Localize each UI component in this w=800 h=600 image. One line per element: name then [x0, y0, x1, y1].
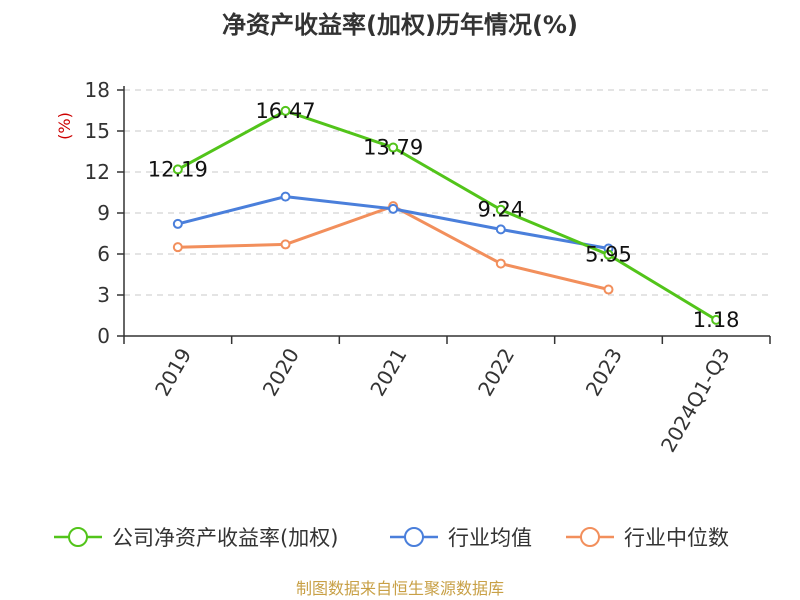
x-tick-label: 2024Q1-Q3	[656, 344, 735, 456]
legend-item-2[interactable]: 行业中位数	[566, 526, 729, 550]
data-point[interactable]	[495, 204, 506, 215]
x-tick-label: 2021	[365, 344, 411, 400]
x-tick-label: 2023	[581, 344, 627, 400]
legend-marker	[580, 527, 600, 547]
gridlines	[124, 89, 770, 296]
axes: 0 3 6 9 12 15 18 2019 2020 2021 2022 2023 2024Q1-Q3	[85, 78, 771, 456]
series-line	[177, 204, 609, 291]
data-point[interactable]	[280, 191, 291, 202]
series-line	[177, 109, 717, 322]
x-tick-label: 2022	[473, 344, 519, 400]
data-point[interactable]	[603, 249, 614, 260]
data-point[interactable]	[388, 142, 399, 153]
x-tick-label: 2019	[150, 344, 196, 400]
legend-label: 行业均值	[448, 526, 532, 550]
series-layer	[172, 105, 722, 325]
data-point[interactable]	[280, 239, 291, 250]
data-label: 12.19	[148, 157, 208, 181]
y-tick-label: 0	[97, 324, 110, 348]
data-label: 13.79	[363, 136, 423, 160]
y-axis-label: (%)	[55, 112, 74, 140]
series-2	[172, 201, 614, 295]
legend-marker	[68, 527, 88, 547]
data-point[interactable]	[603, 284, 614, 295]
data-point[interactable]	[388, 203, 399, 214]
legend-item-0[interactable]: 公司净资产收益率(加权)	[54, 526, 338, 550]
chart-title: 净资产收益率(加权)历年情况(%)	[222, 11, 578, 39]
data-point[interactable]	[172, 218, 183, 229]
data-label: 1.18	[693, 308, 740, 332]
legend-label: 行业中位数	[624, 526, 729, 550]
data-label: 16.47	[255, 99, 315, 123]
y-tick-label: 12	[85, 160, 110, 184]
source-note: 制图数据来自恒生聚源数据库	[296, 579, 504, 598]
data-point[interactable]	[172, 164, 183, 175]
data-label: 5.95	[585, 243, 632, 267]
y-tick-label: 15	[85, 119, 110, 143]
data-point[interactable]	[495, 258, 506, 269]
legend-item-1[interactable]: 行业均值	[390, 526, 532, 550]
series-0	[172, 105, 722, 325]
y-tick-label: 3	[97, 283, 110, 307]
x-tick-label: 2020	[258, 344, 304, 400]
data-label: 9.24	[477, 198, 524, 222]
data-point[interactable]	[495, 224, 506, 235]
data-point[interactable]	[711, 314, 722, 325]
legend[interactable]: 公司净资产收益率(加权) 行业均值 行业中位数	[54, 526, 729, 550]
data-labels: 12.19 16.47 13.79 9.24 5.95 1.18	[148, 99, 740, 332]
legend-label: 公司净资产收益率(加权)	[112, 526, 338, 550]
legend-marker	[404, 527, 424, 547]
y-tick-label: 9	[97, 201, 110, 225]
y-tick-label: 6	[97, 242, 110, 266]
data-point[interactable]	[172, 242, 183, 253]
y-tick-label: 18	[85, 78, 110, 102]
series-1	[172, 191, 614, 254]
data-point[interactable]	[280, 105, 291, 116]
